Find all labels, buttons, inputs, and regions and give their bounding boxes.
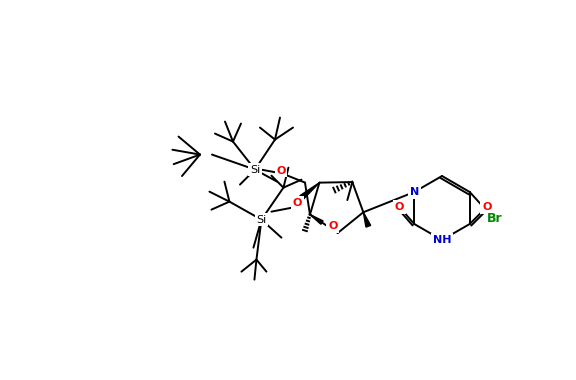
Text: N: N <box>410 187 419 197</box>
Text: Si: Si <box>256 215 267 225</box>
Text: Br: Br <box>487 212 502 225</box>
Text: O: O <box>276 166 286 176</box>
Text: O: O <box>482 202 491 212</box>
Text: O: O <box>328 221 338 231</box>
Polygon shape <box>310 215 323 224</box>
Text: O: O <box>395 202 404 212</box>
Text: O: O <box>293 198 302 207</box>
Text: Si: Si <box>250 165 260 174</box>
Polygon shape <box>300 183 320 200</box>
Text: NH: NH <box>433 235 451 245</box>
Polygon shape <box>363 212 371 227</box>
